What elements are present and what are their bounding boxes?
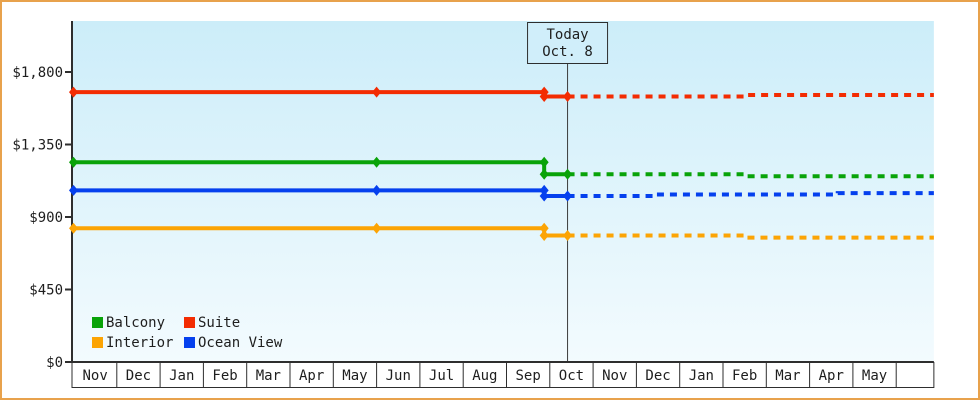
legend-label-ocean-view: Ocean View [198,335,283,351]
month-label-jul-8: Jul [429,368,454,384]
month-label-feb-15: Feb [732,368,757,384]
series-suite-point [539,90,549,102]
today-box [527,22,609,64]
series-interior-point [372,222,382,234]
series-interior-point [539,230,549,242]
series-balcony-forecast-line [567,172,934,179]
month-label-mar-16: Mar [775,368,800,384]
today-box-title: Today [546,27,588,43]
y-tick-label: $900 [29,210,63,226]
series-interior-point [563,230,573,242]
month-label-feb-3: Feb [212,368,237,384]
series-ocean-view-point [563,190,573,202]
month-label-nov-12: Nov [602,368,627,384]
legend-label-suite: Suite [198,315,240,331]
today-box-date: Oct. 8 [542,44,593,60]
series-suite-point [69,86,78,98]
series-suite-forecast-line [567,93,934,99]
y-tick-label: $1,350 [12,138,63,154]
month-label-jun-7: Jun [386,368,411,384]
month-label-nov-0: Nov [83,368,108,384]
y-tick-label: $450 [29,283,63,299]
month-label-jan-2: Jan [169,368,194,384]
series-suite-point [372,86,382,98]
month-label-dec-13: Dec [645,368,670,384]
series-ocean-view-point [372,184,382,196]
series-balcony-point [69,156,78,168]
legend-swatch-suite [184,317,195,328]
series-interior-point [539,222,549,234]
series-ocean-view-point [69,184,78,196]
month-label-sep-10: Sep [516,368,541,384]
month-label-dec-1: Dec [126,368,151,384]
series-interior-forecast-line [567,233,934,240]
series-ocean-view-point [539,184,549,196]
series-balcony-point [563,168,573,180]
series-balcony-point [372,156,382,168]
legend-label-interior: Interior [106,335,173,351]
series-ocean-view-forecast-line [567,191,934,199]
month-label-may-18: May [862,368,887,384]
series-interior-point [69,222,78,234]
legend-swatch-interior [92,337,103,348]
month-label-aug-9: Aug [472,368,497,384]
legend-swatch-balcony [92,317,103,328]
series-ocean-view-point [539,190,549,202]
legend-swatch-ocean-view [184,337,195,348]
series-balcony-point [539,156,549,168]
month-label-jan-14: Jan [689,368,714,384]
y-tick-label: $0 [46,355,63,371]
series-suite-point [563,90,573,102]
month-label-may-6: May [342,368,367,384]
month-label-apr-5: Apr [299,368,324,384]
month-label-mar-4: Mar [256,368,281,384]
series-balcony-point [539,168,549,180]
month-label-oct-11: Oct [559,368,584,384]
month-axis-row [71,362,935,388]
month-label-apr-17: Apr [819,368,844,384]
y-tick-label: $1,800 [12,65,63,81]
legend-label-balcony: Balcony [106,315,165,331]
